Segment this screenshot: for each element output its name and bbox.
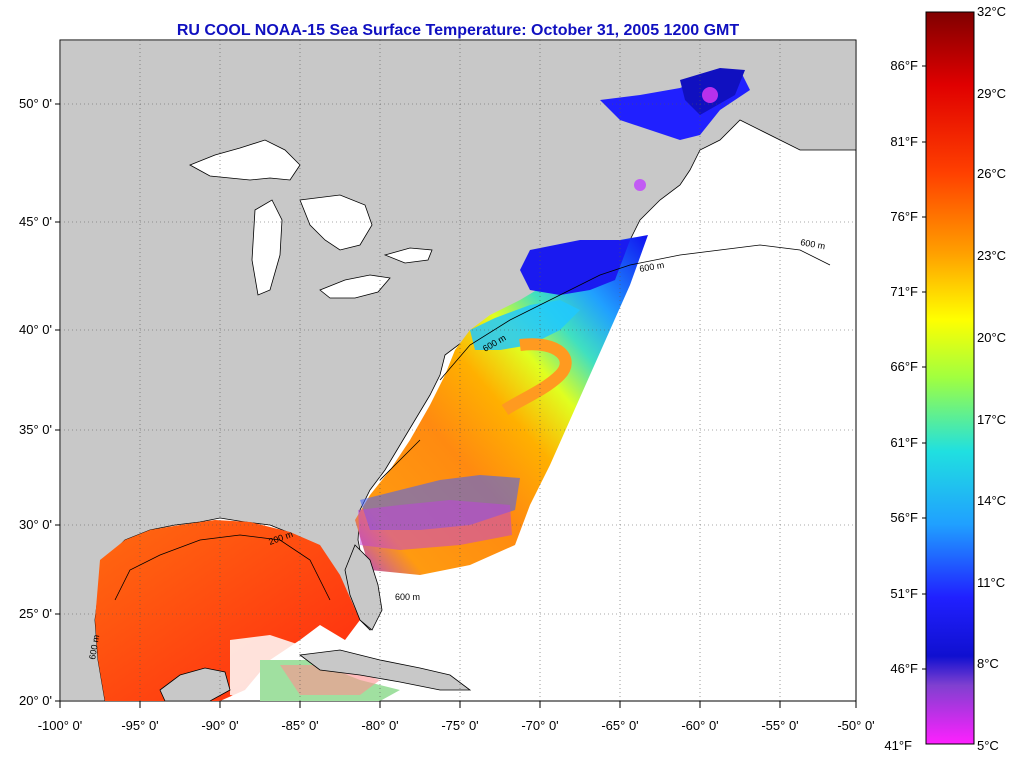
colorbar-f-86: 86°F <box>890 58 918 73</box>
colorbar-c-23: 23°C <box>977 248 1007 263</box>
colorbar-f-46: 46°F <box>890 661 918 676</box>
colorbar-c-8: 8°C <box>977 656 999 671</box>
lat-label-45: 45° 0' <box>19 214 52 229</box>
lat-label-20: 20° 0' <box>19 693 52 708</box>
colorbar-c-20: 20°C <box>977 330 1007 345</box>
lat-label-35: 35° 0' <box>19 422 52 437</box>
colorbar-c-32: 32°C <box>977 4 1007 19</box>
colorbar-f-51: 51°F <box>890 586 918 601</box>
colorbar-f-61: 61°F <box>890 435 918 450</box>
colorbar-f-66: 66°F <box>890 359 918 374</box>
lon-label-60: -60° 0' <box>681 718 719 733</box>
colorbar-f-41: 41°F <box>884 738 912 753</box>
colorbar-f-76: 76°F <box>890 209 918 224</box>
colorbar-c-29: 29°C <box>977 86 1007 101</box>
colorbar-c-17: 17°C <box>977 412 1007 427</box>
contour-label-3: 600 m <box>800 237 826 251</box>
lon-label-90: -90° 0' <box>201 718 239 733</box>
lat-label-25: 25° 0' <box>19 606 52 621</box>
colorbar-f-81: 81°F <box>890 134 918 149</box>
lat-label-40: 40° 0' <box>19 322 52 337</box>
colorbar-c-11: 11°C <box>977 575 1006 590</box>
colorbar-c-26: 26°C <box>977 166 1007 181</box>
map-title: RU COOL NOAA-15 Sea Surface Temperature:… <box>176 22 740 39</box>
lon-label-85: -85° 0' <box>281 718 319 733</box>
lon-label-80: -80° 0' <box>361 718 399 733</box>
colorbar-f-71: 71°F <box>890 284 918 299</box>
colorbar-f-56: 56°F <box>890 510 918 525</box>
contour-label-5: 600 m <box>87 634 101 660</box>
contour-label-4: 600 m <box>395 592 420 602</box>
lon-label-55: -55° 0' <box>761 718 799 733</box>
contour-label-2: 600 m <box>639 260 665 274</box>
lon-label-65: -65° 0' <box>601 718 639 733</box>
lon-label-95: -95° 0' <box>121 718 159 733</box>
colorbar-c-14: 14°C <box>977 493 1007 508</box>
colorbar <box>925 11 975 745</box>
colorbar-c-5: 5°C <box>977 738 999 753</box>
lat-label-50: 50° 0' <box>19 96 52 111</box>
lon-label-70: -70° 0' <box>521 718 559 733</box>
lon-label-50: -50° 0' <box>837 718 875 733</box>
lon-label-100: -100° 0' <box>37 718 83 733</box>
lon-label-75: -75° 0' <box>441 718 479 733</box>
lat-label-30: 30° 0' <box>19 517 52 532</box>
land-area <box>59 39 857 702</box>
